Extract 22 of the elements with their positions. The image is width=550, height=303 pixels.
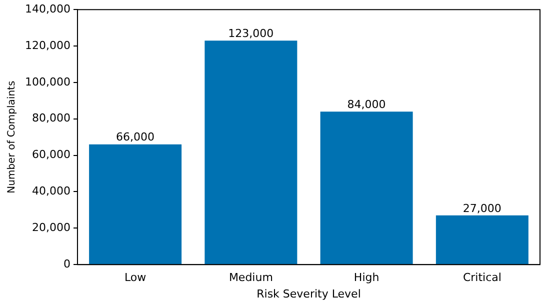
y-tick-label: 20,000 bbox=[32, 221, 70, 234]
bar bbox=[89, 144, 182, 264]
bar bbox=[436, 215, 528, 264]
x-tick-label: High bbox=[354, 271, 380, 284]
y-tick-label: 40,000 bbox=[32, 184, 70, 198]
data-label: 84,000 bbox=[347, 98, 386, 111]
data-label: 66,000 bbox=[116, 130, 155, 144]
y-axis-title: Number of Complaints bbox=[6, 80, 18, 194]
y-tick-label: 140,000 bbox=[24, 2, 70, 16]
bar bbox=[320, 112, 413, 264]
y-tick-label: 80,000 bbox=[32, 112, 70, 125]
data-label: 27,000 bbox=[462, 202, 502, 215]
bar bbox=[204, 40, 298, 264]
y-tick-label: 100,000 bbox=[24, 75, 70, 88]
x-tick-label: Critical bbox=[462, 271, 502, 284]
data-label: 123,000 bbox=[228, 26, 274, 40]
x-tick-label: Medium bbox=[228, 271, 273, 284]
y-tick-label: 120,000 bbox=[24, 38, 70, 52]
x-axis-title: Risk Severity Level bbox=[256, 287, 361, 300]
y-tick-label: 60,000 bbox=[32, 148, 70, 162]
x-tick-label: Low bbox=[124, 271, 146, 284]
y-tick-label: 0 bbox=[63, 257, 70, 270]
